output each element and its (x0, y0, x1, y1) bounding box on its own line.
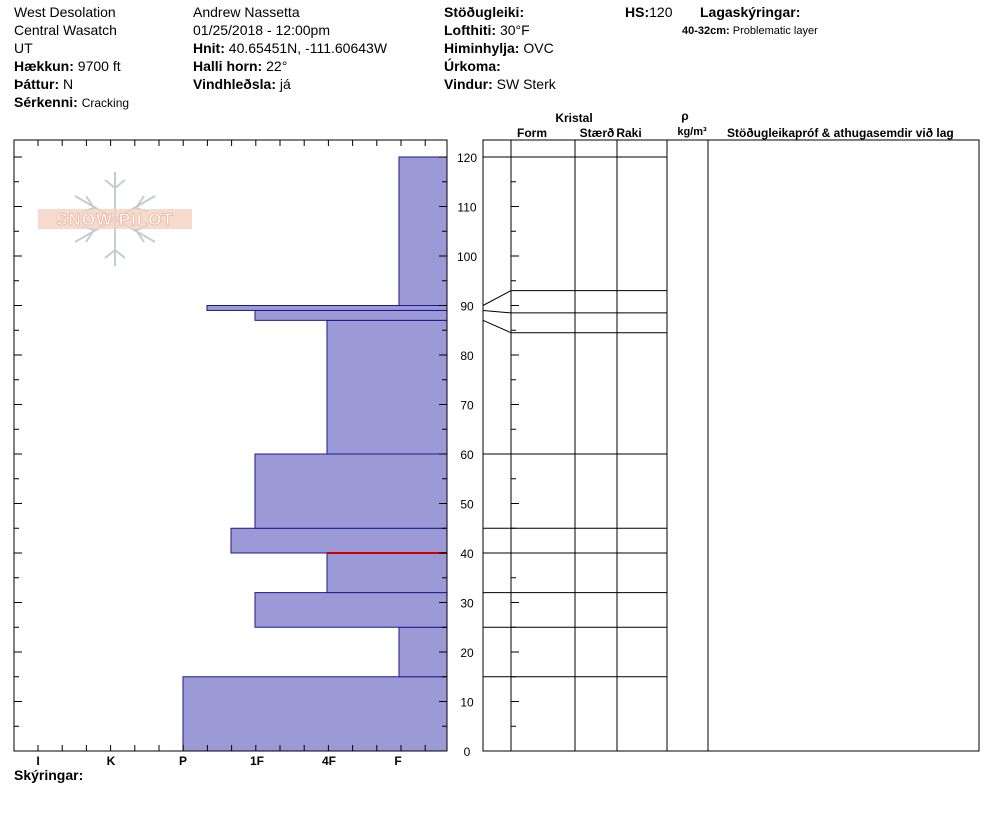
snow-height: HS:120 (625, 3, 672, 21)
hardness-bar-5 (254, 453, 448, 529)
legend-title: Skýringar: (14, 766, 83, 784)
x-tick-label: K (107, 754, 116, 768)
air-temp-value: 30°F (499, 22, 530, 38)
air-temp: Lofthiti: 30°F (444, 21, 530, 39)
layer-notes-title: Lagaskýringar: (700, 3, 800, 21)
y-tick-label: 110 (457, 201, 476, 215)
y-tick-label: 50 (460, 498, 474, 512)
layer-notes-label: Lagaskýringar: (700, 4, 801, 20)
features-value: Cracking (81, 96, 130, 110)
plot-frame (13, 139, 448, 752)
y-tick-label: 70 (460, 399, 474, 413)
coords-label: Hnit: (193, 40, 225, 56)
stability: Stöðugleiki: (444, 3, 524, 21)
legend-label: Skýringar: (14, 767, 84, 783)
state: UT (14, 40, 33, 56)
y-tick-label: 40 (460, 547, 474, 561)
sky-value: OVC (523, 40, 554, 56)
x-tick-label: 4F (322, 754, 336, 768)
wind-loading-value: já (279, 76, 291, 92)
wind-label: Vindur: (444, 76, 493, 92)
elevation-value: 9700 ft (77, 58, 121, 74)
x-tick-label: 1F (250, 754, 264, 768)
elevation: Hækkun: 9700 ft (14, 57, 121, 75)
datetime: 01/25/2018 - 12:00pm (193, 22, 330, 38)
y-tick-label: 0 (464, 745, 471, 759)
slope-value: 22° (266, 58, 288, 74)
hs-label: HS: (625, 4, 650, 20)
layer-note-range: 40-32cm: (682, 25, 730, 37)
hardness-bar-7 (254, 309, 448, 321)
y-tick-label: 100 (457, 250, 477, 264)
y-tick-label: 90 (460, 300, 474, 314)
observer: Andrew Nassetta (193, 4, 300, 20)
hardness-bar-3 (326, 552, 448, 594)
logo-band (38, 209, 192, 229)
x-tick-label: I (36, 754, 39, 768)
crystal-header: Kristal (555, 111, 592, 125)
tests-header: Stöðugleikapróf & athugasemdir við lag (727, 126, 954, 140)
rho-header: ρ (681, 109, 688, 123)
aspect: Þáttur: N (14, 75, 73, 93)
slope-angle: Halli horn: 22° (193, 57, 287, 75)
hardness-layers (182, 156, 448, 752)
size-header: Stærð (580, 126, 615, 140)
moisture-header: Raki (616, 126, 641, 140)
sky-label: Himinhylja: (444, 40, 520, 56)
features-label: Sérkenni: (14, 94, 78, 110)
coords-value: 40.65451N, -111.60643W (228, 40, 388, 56)
layer-note-text: Problematic layer (732, 25, 818, 37)
wind-value: SW Sterk (496, 76, 556, 92)
precip-label: Úrkoma: (444, 58, 501, 74)
hardness-bar-6 (326, 319, 448, 455)
slope-label: Halli horn: (193, 58, 263, 74)
table-frame (482, 139, 980, 752)
density-unit-header: kg/m³ (677, 126, 707, 138)
stability-label: Stöðugleiki: (444, 4, 525, 20)
hardness-bar-9 (398, 156, 448, 306)
y-tick-label: 120 (457, 151, 477, 165)
y-tick-label: 30 (460, 597, 474, 611)
hs-value: 120 (649, 4, 673, 20)
hardness-axis: I K P 1F 4F F (36, 140, 426, 768)
aspect-label: Þáttur: (14, 76, 60, 92)
y-tick-label: 20 (460, 646, 474, 660)
y-tick-label: 80 (460, 349, 474, 363)
layer-note: 40-32cm: Problematic layer (682, 22, 818, 40)
wind-loading: Vindhleðsla: já (193, 75, 291, 93)
aspect-value: N (63, 76, 74, 92)
range: Central Wasatch (14, 22, 117, 38)
layer-table: Kristal Form Stærð Raki ρ kg/m³ Stöðugle… (517, 109, 954, 140)
x-tick-label: P (179, 754, 187, 768)
hardness-frame (13, 139, 448, 752)
hardness-bar-4 (230, 527, 448, 554)
features: Sérkenni: Cracking (14, 93, 129, 112)
hardness-bar-0 (182, 676, 448, 752)
y-tick-label: 60 (460, 448, 474, 462)
layer-connector (482, 319, 512, 334)
coordinates: Hnit: 40.65451N, -111.60643W (193, 39, 387, 57)
elevation-label: Hækkun: (14, 58, 74, 74)
snowpilot-logo: SNOW PILOT (38, 172, 192, 266)
form-header: Form (517, 126, 547, 140)
y-tick-label: 10 (460, 696, 474, 710)
air-temp-label: Lofthiti: (444, 22, 497, 38)
depth-axis: 0 10 20 30 40 50 60 70 80 90 100 110 120 (14, 151, 477, 759)
hardness-bar-2 (254, 592, 448, 628)
location: West Desolation (14, 4, 116, 20)
table-lines (482, 139, 980, 752)
logo-text: SNOW PILOT (56, 210, 174, 229)
sky-cover: Himinhylja: OVC (444, 39, 554, 57)
wind-loading-label: Vindhleðsla: (193, 76, 276, 92)
wind: Vindur: SW Sterk (444, 75, 556, 93)
layer-connector (482, 290, 512, 306)
x-tick-label: F (394, 754, 401, 768)
layer-connector (482, 309, 512, 314)
hardness-bar-8 (206, 305, 448, 311)
precipitation: Úrkoma: (444, 57, 501, 75)
